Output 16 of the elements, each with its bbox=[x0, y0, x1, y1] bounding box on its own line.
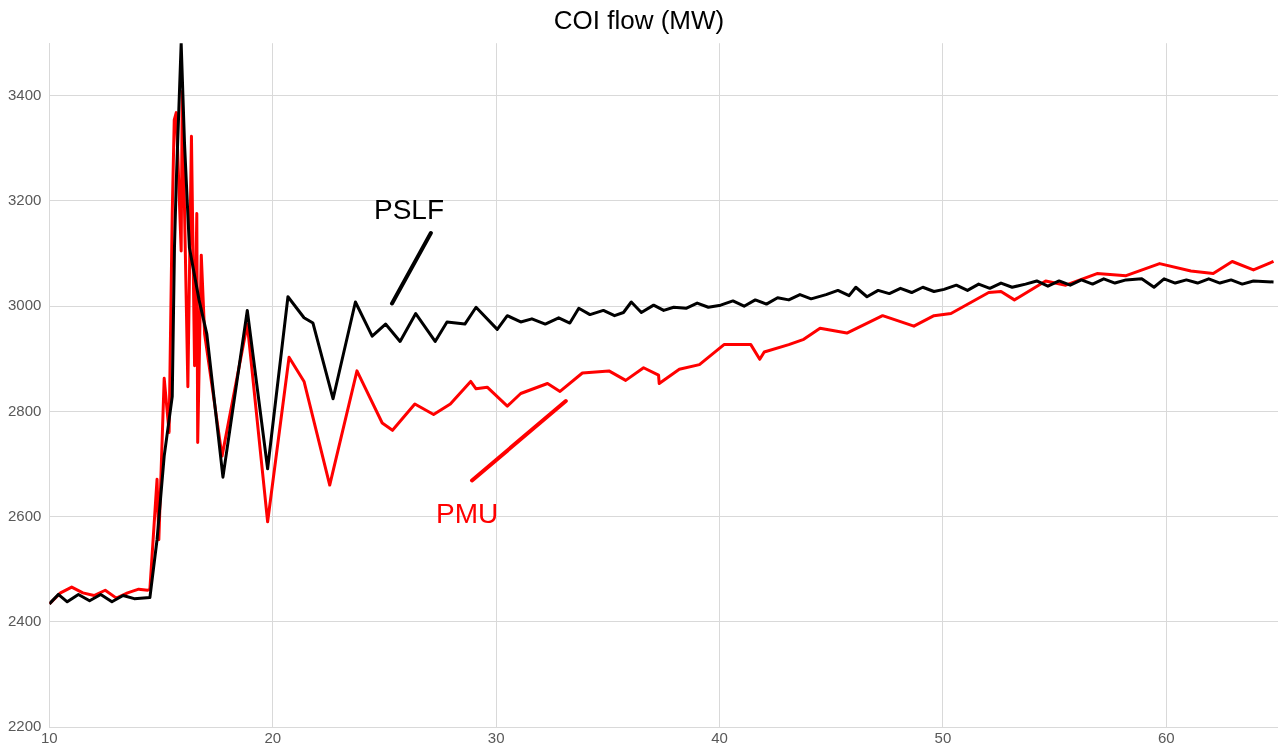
y-tick-label: 2400 bbox=[7, 611, 42, 629]
x-tick-label: 20 bbox=[264, 729, 282, 747]
y-tick-label: 2800 bbox=[7, 401, 42, 419]
x-tick-label: 30 bbox=[487, 729, 505, 747]
y-tick-label: 3000 bbox=[7, 296, 42, 314]
x-tick-label: 10 bbox=[41, 729, 58, 747]
x-tick-label: 40 bbox=[711, 729, 728, 747]
text: PMU bbox=[435, 498, 499, 530]
y-tick-label: 3400 bbox=[7, 85, 42, 103]
y-tick-label: 3200 bbox=[7, 191, 42, 209]
y-tick-label: 2200 bbox=[7, 717, 42, 735]
x-tick-label: 50 bbox=[934, 729, 952, 747]
text: PSLF bbox=[374, 194, 445, 226]
x-tick-label: 60 bbox=[1157, 729, 1175, 747]
chart-title: COI flow (MW) bbox=[553, 4, 725, 35]
y-tick-label: 2600 bbox=[7, 506, 42, 524]
